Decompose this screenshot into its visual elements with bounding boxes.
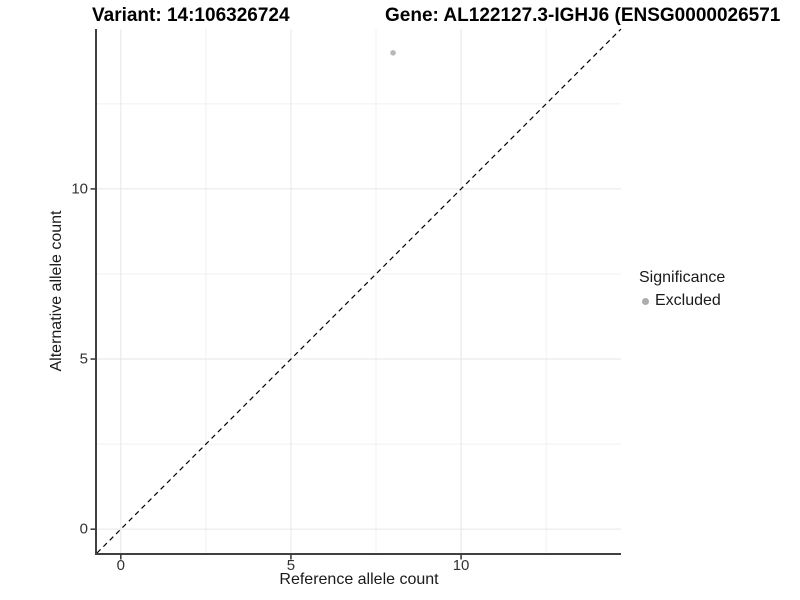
plot-title-gene: Gene: AL122127.3-IGHJ6 (ENSG0000026571 <box>385 5 781 26</box>
data-point <box>390 50 396 56</box>
y-tick-label: 0 <box>79 520 88 538</box>
x-tick-label: 0 <box>116 557 125 574</box>
x-axis-title: Reference allele count <box>279 571 439 588</box>
legend-item: Excluded <box>639 292 725 310</box>
y-tick-label: 5 <box>79 350 88 368</box>
x-tick-label: 10 <box>452 557 470 574</box>
legend-items: Excluded <box>639 292 725 310</box>
legend-key-point-icon <box>642 297 649 305</box>
legend-title: Significance <box>639 269 726 286</box>
legend-item-label: Excluded <box>655 292 721 309</box>
legend: Significance Excluded <box>639 269 725 310</box>
plot-title-variant: Variant: 14:106326724 <box>92 5 290 26</box>
x-tick-label: 5 <box>286 557 296 574</box>
y-tick-label: 10 <box>71 180 88 198</box>
identity-dashed-line <box>96 28 622 554</box>
